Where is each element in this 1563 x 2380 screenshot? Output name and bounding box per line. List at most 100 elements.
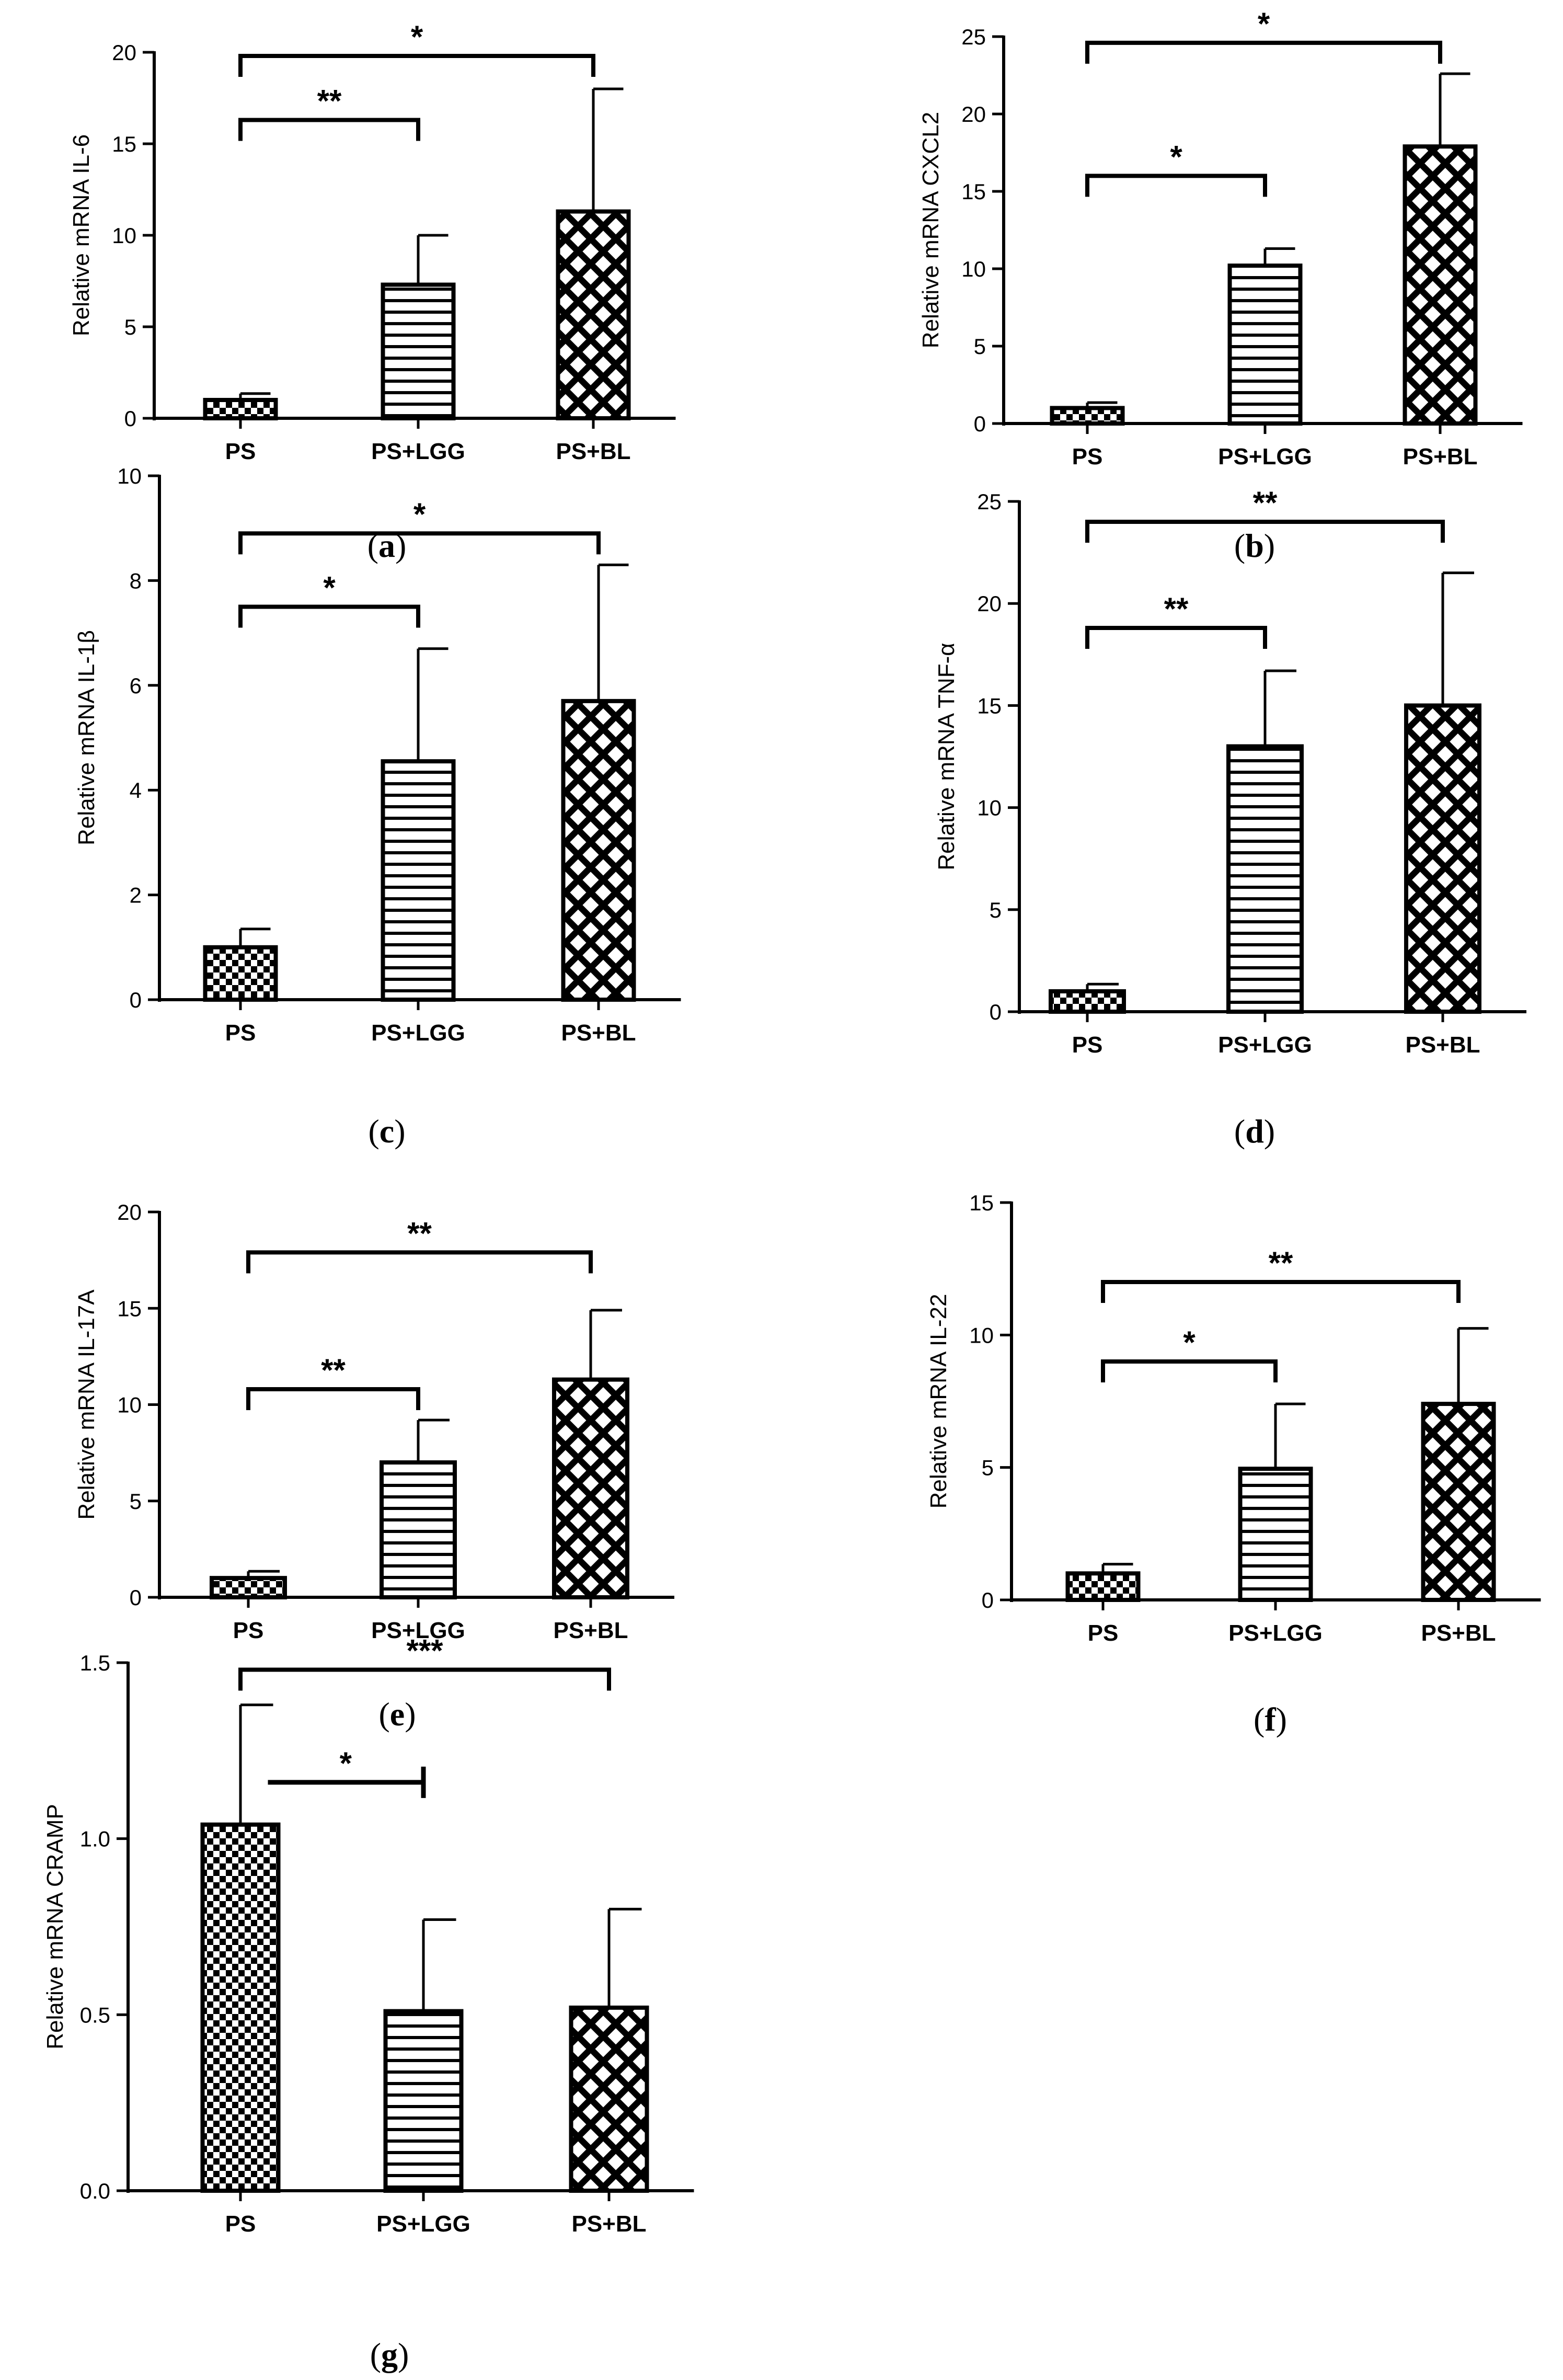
panel-g: 0.0 0.5 1.0 1.5 Relative mRNA CRAMP PS PS+LGG P… (42, 1633, 694, 2373)
caption-paren: ) (405, 1696, 416, 1733)
x-tick-label: PS+BL (1403, 444, 1477, 470)
bar-ps (1050, 406, 1125, 426)
bar-ps (203, 398, 278, 420)
significance-label: * (1170, 139, 1182, 174)
x-tick-label: PS+LGG (371, 1618, 465, 1643)
y-tick-label: 0 (124, 406, 136, 431)
bar-ps (210, 1576, 287, 1599)
bar-ps-lgg (1227, 264, 1303, 426)
significance-bracket (238, 118, 420, 141)
y-tick-label: 5 (124, 315, 136, 339)
caption-paren: ) (394, 1113, 405, 1150)
y-tick-label: 1.0 (80, 1827, 110, 1851)
panel-caption: (d) (1234, 1113, 1275, 1150)
caption-paren: ( (370, 2336, 381, 2373)
y-axis-label: Relative mRNA CRAMP (42, 1804, 68, 2049)
significance-bracket (1101, 1359, 1278, 1382)
caption-paren: ) (395, 527, 406, 564)
y-tick-label: 10 (117, 1393, 142, 1417)
bar-ps-bl (556, 209, 631, 420)
y-axis-label: Relative mRNA CXCL2 (918, 112, 944, 348)
y-tick-label: 0 (974, 411, 986, 436)
panel-e: 0 5 10 15 20 Relative mRNA IL-17A PS PS+LGG PS+B… (74, 1200, 674, 1733)
bar-ps-bl (552, 1377, 629, 1599)
bar-ps-lgg (380, 1460, 457, 1600)
significance-label: * (340, 1746, 352, 1781)
significance-label: ** (1164, 591, 1189, 626)
significance-label: ** (1253, 485, 1278, 520)
caption-paren: ) (1264, 527, 1275, 564)
y-axis-label: Relative mRNA IL-6 (68, 134, 94, 336)
bar-ps (200, 1822, 281, 2193)
bar-ps (203, 945, 278, 1002)
bar-ps-bl (569, 2005, 649, 2193)
y-tick-label: 4 (130, 778, 142, 803)
panel-d: 0 5 10 15 20 25 Relative mRNA TNF-α PS PS+LGG PS+… (934, 485, 1526, 1150)
y-tick-label: 0 (130, 988, 142, 1012)
y-tick-label: 20 (977, 591, 1002, 616)
panel-c: 0 2 4 6 8 10 Relative mRNA IL-1β PS PS+LGG PS+BL *… (74, 464, 681, 1150)
caption-paren: ( (1254, 1701, 1265, 1738)
bar-ps-bl (561, 699, 636, 1002)
x-tick-label: PS (1072, 1032, 1103, 1058)
y-axis-label: Relative mRNA TNF-α (934, 643, 959, 870)
bar-ps-bl (1403, 144, 1478, 426)
bar-ps-lgg (383, 2009, 464, 2193)
x-tick-label: PS (1072, 444, 1103, 470)
significance-label: *** (406, 1633, 443, 1668)
panel-caption: (g) (370, 2336, 409, 2373)
y-tick-label: 10 (969, 1323, 994, 1347)
caption-paren: ) (1276, 1701, 1287, 1738)
significance-label: * (1183, 1325, 1196, 1360)
panel-a: 0 5 10 15 20 Relative mRNA IL-6 PS PS+LGG PS+BL *… (68, 19, 676, 564)
significance-bracket (246, 1250, 593, 1274)
y-tick-label: 15 (117, 1296, 142, 1321)
x-tick-label: PS+BL (556, 439, 630, 464)
caption-paren: ( (367, 527, 378, 564)
y-axis-label: Relative mRNA IL-17A (74, 1289, 99, 1520)
y-tick-label: 1.5 (80, 1651, 110, 1675)
significance-label: * (413, 497, 426, 532)
panel-caption: (b) (1234, 527, 1275, 564)
y-tick-label: 0.5 (80, 2003, 110, 2027)
significance-label: ** (407, 1216, 432, 1251)
x-tick-label: PS+LGG (1218, 444, 1312, 470)
caption-paren: ( (378, 1696, 389, 1733)
y-tick-label: 10 (977, 796, 1002, 820)
x-tick-label: PS (1088, 1620, 1119, 1646)
bar-ps-lgg (1226, 744, 1304, 1014)
panels-layer: 0 5 10 15 20 Relative mRNA IL-6 PS PS+LGG PS+BL *… (42, 6, 1541, 2373)
panel-caption: (f) (1254, 1701, 1287, 1738)
y-tick-label: 20 (117, 1200, 142, 1225)
caption-paren: ) (1264, 1113, 1275, 1150)
caption-paren: ) (398, 2336, 409, 2373)
x-tick-label: PS+LGG (376, 2211, 470, 2237)
significance-bracket (1085, 520, 1445, 543)
y-tick-label: 10 (117, 464, 142, 488)
bar-ps-lgg (381, 282, 456, 420)
significance-label: * (1258, 6, 1270, 41)
y-tick-label: 10 (961, 257, 986, 281)
significance-bracket (238, 604, 420, 628)
significance-bracket (238, 1667, 611, 1691)
significance-bracket (246, 1387, 420, 1411)
panel-caption: (e) (378, 1696, 416, 1733)
y-axis-label: Relative mRNA IL-1β (74, 630, 99, 845)
x-tick-label: PS+BL (1421, 1620, 1496, 1646)
y-tick-label: 0 (982, 1588, 994, 1612)
y-tick-label: 5 (990, 898, 1002, 922)
x-tick-label: PS+LGG (1218, 1032, 1312, 1058)
y-tick-label: 25 (961, 25, 986, 49)
bar-ps-lgg (381, 759, 456, 1002)
x-tick-label: PS+BL (553, 1618, 628, 1643)
x-tick-label: PS (225, 2211, 256, 2237)
bar-ps-bl (1421, 1402, 1496, 1602)
y-tick-label: 0 (130, 1585, 142, 1610)
y-tick-label: 8 (130, 568, 142, 593)
x-tick-label: PS+BL (571, 2211, 646, 2237)
panel-b: 0 5 10 15 20 25 Relative mRNA CXCL2 PS PS+LGG PS+… (918, 6, 1523, 564)
y-tick-label: 0 (990, 1000, 1002, 1024)
y-tick-label: 5 (982, 1456, 994, 1480)
